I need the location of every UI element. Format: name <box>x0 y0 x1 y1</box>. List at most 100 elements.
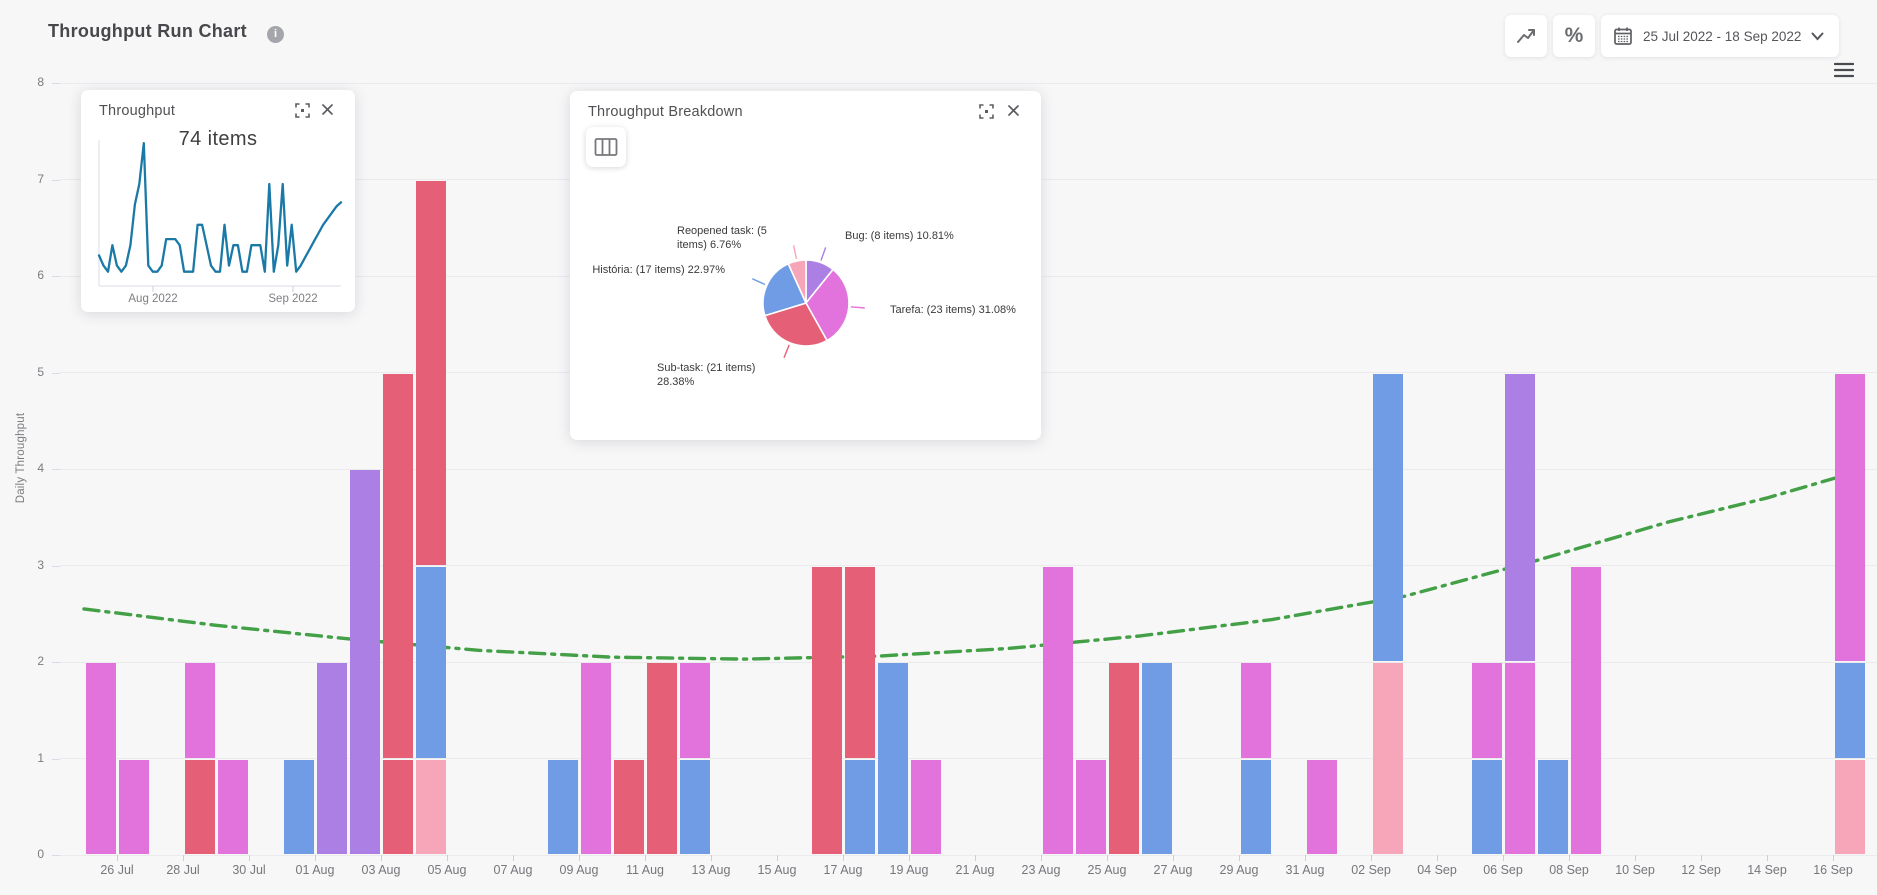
bar-segment-historia[interactable] <box>1537 759 1568 854</box>
bar-segment-tarefa[interactable] <box>1471 663 1502 758</box>
breakdown-widget-title: Throughput Breakdown <box>588 104 743 120</box>
bar-segment-subtask[interactable] <box>613 759 644 854</box>
bar-segment-subtask[interactable] <box>382 373 413 758</box>
x-axis-tick <box>909 855 910 861</box>
pie-leader-line <box>783 344 790 359</box>
x-axis-tick <box>381 855 382 861</box>
x-axis-tick-label: 06 Sep <box>1483 863 1523 877</box>
x-axis-tick-label: 11 Aug <box>625 863 664 877</box>
bar-segment-tarefa[interactable] <box>217 759 248 854</box>
percent-toggle-button[interactable]: % <box>1553 15 1595 57</box>
chevron-down-icon <box>1811 32 1824 40</box>
bar-segment-tarefa[interactable] <box>910 759 941 854</box>
bar-segment-reopened[interactable] <box>1372 663 1403 854</box>
bar-segment-tarefa[interactable] <box>85 663 116 854</box>
pie-slice-sub-task[interactable] <box>763 302 829 347</box>
pie-slice-hist-ria[interactable] <box>762 262 808 317</box>
bar-segment-tarefa[interactable] <box>1504 663 1535 854</box>
bar-segment-historia[interactable] <box>415 566 446 758</box>
x-axis-tick <box>975 855 976 861</box>
pie-leader-line <box>792 245 798 260</box>
y-axis-tick-label: 4 <box>37 461 44 475</box>
y-axis-tick-label: 0 <box>37 847 44 861</box>
x-axis-tick-label: 27 Aug <box>1153 863 1193 877</box>
bar-segment-historia[interactable] <box>844 759 875 854</box>
y-axis-tick <box>52 469 60 470</box>
x-axis-tick-label: 30 Jul <box>232 863 266 877</box>
pie-slice-tarefa[interactable] <box>805 268 850 342</box>
x-axis-tick <box>117 855 118 861</box>
gridline <box>60 758 1877 759</box>
y-axis-tick <box>52 565 60 567</box>
bar-segment-subtask[interactable] <box>811 566 842 854</box>
bar-segment-historia[interactable] <box>283 759 314 854</box>
x-axis-tick-label: 26 Jul <box>100 863 134 877</box>
percent-icon: % <box>1564 24 1584 47</box>
x-axis-tick-label: 07 Aug <box>493 863 533 877</box>
bar-segment-subtask[interactable] <box>184 759 215 854</box>
expand-icon[interactable] <box>979 104 995 120</box>
x-axis-tick-label: 15 Aug <box>757 863 797 877</box>
trend-toggle-button[interactable] <box>1505 15 1547 57</box>
bar-segment-bug[interactable] <box>349 470 380 854</box>
bar-segment-tarefa[interactable] <box>1240 663 1271 758</box>
board-view-button[interactable] <box>586 127 626 167</box>
bar-segment-bug[interactable] <box>316 663 347 854</box>
pie-leader-line <box>820 247 827 261</box>
bar-segment-subtask[interactable] <box>382 759 413 854</box>
gridline <box>60 82 1877 84</box>
x-axis-tick-label: 14 Sep <box>1747 863 1787 877</box>
pie-slice-reopened-task[interactable] <box>787 259 807 304</box>
bar-segment-historia[interactable] <box>1471 759 1502 854</box>
x-axis-tick-label: 25 Aug <box>1087 863 1127 877</box>
bar-segment-tarefa[interactable] <box>679 663 710 758</box>
bar-segment-subtask[interactable] <box>415 180 446 565</box>
bar-segment-tarefa[interactable] <box>1834 373 1865 661</box>
info-icon[interactable]: i <box>267 26 284 43</box>
trend-line-icon <box>1517 29 1535 43</box>
x-axis-tick <box>1173 855 1174 861</box>
spark-axis-label-aug: Aug 2022 <box>128 293 178 305</box>
gridline <box>60 468 1877 470</box>
x-axis-tick <box>513 855 514 861</box>
bar-segment-tarefa[interactable] <box>1570 566 1601 854</box>
x-axis-tick-label: 12 Sep <box>1681 863 1721 877</box>
breakdown-pie-chart <box>751 245 865 359</box>
bar-segment-subtask[interactable] <box>844 566 875 758</box>
bar-segment-subtask[interactable] <box>1108 663 1139 854</box>
close-icon[interactable] <box>321 103 337 119</box>
expand-icon[interactable] <box>295 103 311 119</box>
pie-leader-line <box>850 306 865 309</box>
bar-segment-reopened[interactable] <box>415 759 446 854</box>
bar-segment-bug[interactable] <box>1504 373 1535 661</box>
pie-label-bug: Bug: (8 items) 10.81% <box>845 230 954 242</box>
bar-segment-tarefa[interactable] <box>118 759 149 854</box>
bar-segment-tarefa[interactable] <box>184 663 215 758</box>
bar-segment-tarefa[interactable] <box>580 663 611 854</box>
y-axis-tick-label: 7 <box>37 171 44 186</box>
bar-segment-historia[interactable] <box>1141 663 1172 854</box>
throughput-widget[interactable]: Throughput 74 items Aug 2022 Sep 2022 <box>81 90 355 312</box>
pie-label-reopened: Reopened task: (5 items) 6.76% <box>677 225 767 251</box>
bar-segment-historia[interactable] <box>1372 373 1403 661</box>
bar-segment-historia[interactable] <box>1834 663 1865 758</box>
pie-leader-line <box>751 278 766 286</box>
bar-segment-tarefa[interactable] <box>1042 566 1073 854</box>
spark-axis-label-sep: Sep 2022 <box>268 293 318 305</box>
bar-segment-historia[interactable] <box>1240 759 1271 854</box>
bar-segment-subtask[interactable] <box>646 663 677 854</box>
bar-segment-historia[interactable] <box>877 663 908 854</box>
x-axis-tick <box>777 855 778 861</box>
x-axis-line <box>60 855 1877 856</box>
close-icon[interactable] <box>1007 104 1023 120</box>
chart-context-menu-button[interactable] <box>1830 58 1858 84</box>
throughput-breakdown-widget[interactable]: Throughput Breakdown Reopened task: (5 i… <box>570 91 1041 440</box>
x-axis-tick <box>1569 855 1570 861</box>
bar-segment-reopened[interactable] <box>1834 759 1865 854</box>
bar-segment-historia[interactable] <box>547 759 578 854</box>
bar-segment-tarefa[interactable] <box>1075 759 1106 854</box>
date-range-picker[interactable]: 25 Jul 2022 - 18 Sep 2022 <box>1601 15 1839 57</box>
bar-segment-historia[interactable] <box>679 759 710 854</box>
bar-segment-tarefa[interactable] <box>1306 759 1337 854</box>
